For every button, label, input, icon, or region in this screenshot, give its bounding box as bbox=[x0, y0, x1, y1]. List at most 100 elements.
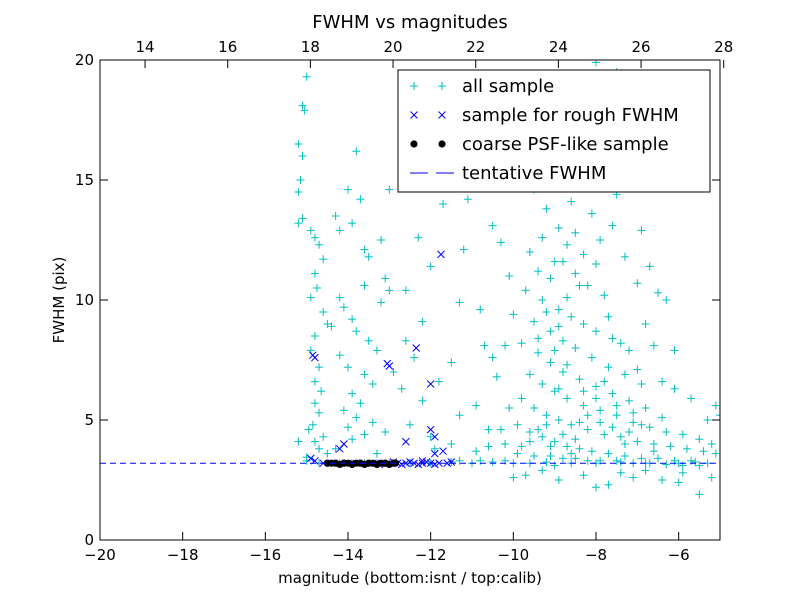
all-sample-point bbox=[538, 296, 547, 304]
all-sample-point bbox=[563, 442, 572, 451]
all-sample-point bbox=[563, 293, 572, 302]
all-sample-point bbox=[344, 185, 352, 194]
all-sample-point bbox=[294, 188, 303, 196]
all-sample-point bbox=[542, 411, 551, 420]
all-sample-point bbox=[501, 341, 510, 350]
all-sample-point bbox=[662, 460, 671, 469]
all-sample-point bbox=[476, 305, 485, 314]
legend-label: all sample bbox=[462, 76, 554, 97]
all-sample-point bbox=[695, 461, 704, 470]
all-sample-point bbox=[645, 423, 654, 432]
all-sample-point bbox=[592, 382, 600, 391]
all-sample-point bbox=[310, 332, 319, 340]
all-sample-point bbox=[654, 454, 662, 463]
all-sample-point bbox=[315, 444, 324, 453]
all-sample-point bbox=[550, 257, 559, 266]
all-sample-point bbox=[637, 454, 646, 463]
all-sample-point bbox=[302, 456, 311, 465]
all-sample-point bbox=[554, 416, 563, 424]
rough-fwhm-point bbox=[306, 454, 315, 463]
all-sample-point bbox=[459, 245, 468, 254]
all-sample-point bbox=[319, 255, 328, 264]
all-sample-point bbox=[711, 401, 720, 410]
rough-fwhm-point bbox=[443, 459, 452, 468]
x-tick-label: −6 bbox=[668, 546, 690, 564]
rough-fwhm-point bbox=[402, 437, 410, 446]
all-sample-point bbox=[558, 454, 567, 463]
all-sample-point bbox=[310, 233, 319, 242]
legend-label: tentative FWHM bbox=[462, 163, 606, 184]
y-tick-label: 15 bbox=[75, 171, 94, 189]
rough-fwhm-point bbox=[437, 250, 445, 259]
all-sample-point bbox=[604, 449, 613, 458]
all-sample-point bbox=[463, 195, 472, 204]
all-sample-point bbox=[517, 339, 526, 348]
all-sample-point bbox=[716, 411, 720, 420]
all-sample-point bbox=[331, 444, 340, 453]
all-sample-point bbox=[372, 449, 381, 458]
all-sample-point bbox=[348, 435, 357, 444]
all-sample-point bbox=[360, 430, 369, 439]
legend: all sample sample for rough FWHM coarse PS… bbox=[397, 69, 711, 193]
all-sample-point bbox=[558, 368, 567, 376]
all-sample-point bbox=[335, 351, 344, 360]
y-axis-label: FWHM (pix) bbox=[50, 257, 68, 344]
all-sample-point bbox=[488, 458, 497, 466]
all-sample-point bbox=[641, 466, 650, 475]
all-sample-point bbox=[323, 320, 332, 328]
all-sample-point bbox=[542, 308, 551, 316]
all-sample-point bbox=[571, 269, 580, 278]
all-sample-point bbox=[625, 428, 634, 436]
all-sample-point bbox=[406, 420, 414, 429]
rough-fwhm-point bbox=[385, 362, 394, 370]
legend-swatch bbox=[438, 111, 446, 119]
all-sample-point bbox=[670, 346, 679, 355]
all-sample-point bbox=[319, 308, 328, 316]
rough-fwhm-point bbox=[426, 380, 435, 388]
all-sample-point bbox=[455, 456, 464, 465]
all-sample-point bbox=[641, 404, 650, 412]
all-sample-point bbox=[608, 389, 617, 398]
all-sample-point bbox=[620, 252, 629, 261]
top-tick-label: 16 bbox=[218, 38, 237, 56]
all-sample-point bbox=[298, 214, 307, 223]
all-sample-point bbox=[542, 420, 551, 429]
all-sample-point bbox=[300, 106, 309, 115]
all-sample-point bbox=[592, 60, 600, 67]
all-sample-point bbox=[356, 399, 365, 408]
all-sample-point bbox=[604, 312, 613, 321]
all-sample-point bbox=[575, 444, 584, 453]
all-sample-point bbox=[695, 435, 704, 444]
x-tick-label: −10 bbox=[498, 546, 530, 564]
all-sample-point bbox=[583, 281, 592, 290]
all-sample-point bbox=[364, 336, 373, 345]
top-tick-label: 26 bbox=[632, 38, 651, 56]
top-tick-label: 14 bbox=[136, 38, 155, 56]
all-sample-point bbox=[538, 380, 547, 388]
all-sample-point bbox=[525, 428, 534, 436]
all-sample-point bbox=[633, 437, 642, 446]
all-sample-point bbox=[521, 286, 530, 295]
all-sample-point bbox=[542, 204, 551, 213]
all-sample-point bbox=[381, 274, 390, 283]
all-sample-point bbox=[530, 452, 538, 460]
all-sample-point bbox=[455, 298, 464, 307]
all-sample-point bbox=[344, 423, 352, 432]
all-sample-point bbox=[304, 425, 313, 434]
top-tick-label: 18 bbox=[301, 38, 320, 56]
all-sample-point bbox=[534, 334, 543, 343]
all-sample-point bbox=[571, 435, 580, 444]
all-sample-point bbox=[294, 140, 303, 148]
all-sample-point bbox=[579, 387, 588, 396]
all-sample-point bbox=[575, 418, 584, 427]
all-sample-point bbox=[658, 413, 667, 422]
all-sample-point bbox=[629, 408, 638, 417]
all-sample-point bbox=[658, 377, 667, 386]
all-sample-point bbox=[488, 221, 497, 230]
all-sample-point bbox=[546, 274, 555, 283]
rough-fwhm-point bbox=[422, 458, 431, 466]
all-sample-point bbox=[377, 236, 386, 244]
all-sample-point bbox=[315, 408, 324, 417]
all-sample-point bbox=[567, 449, 576, 458]
